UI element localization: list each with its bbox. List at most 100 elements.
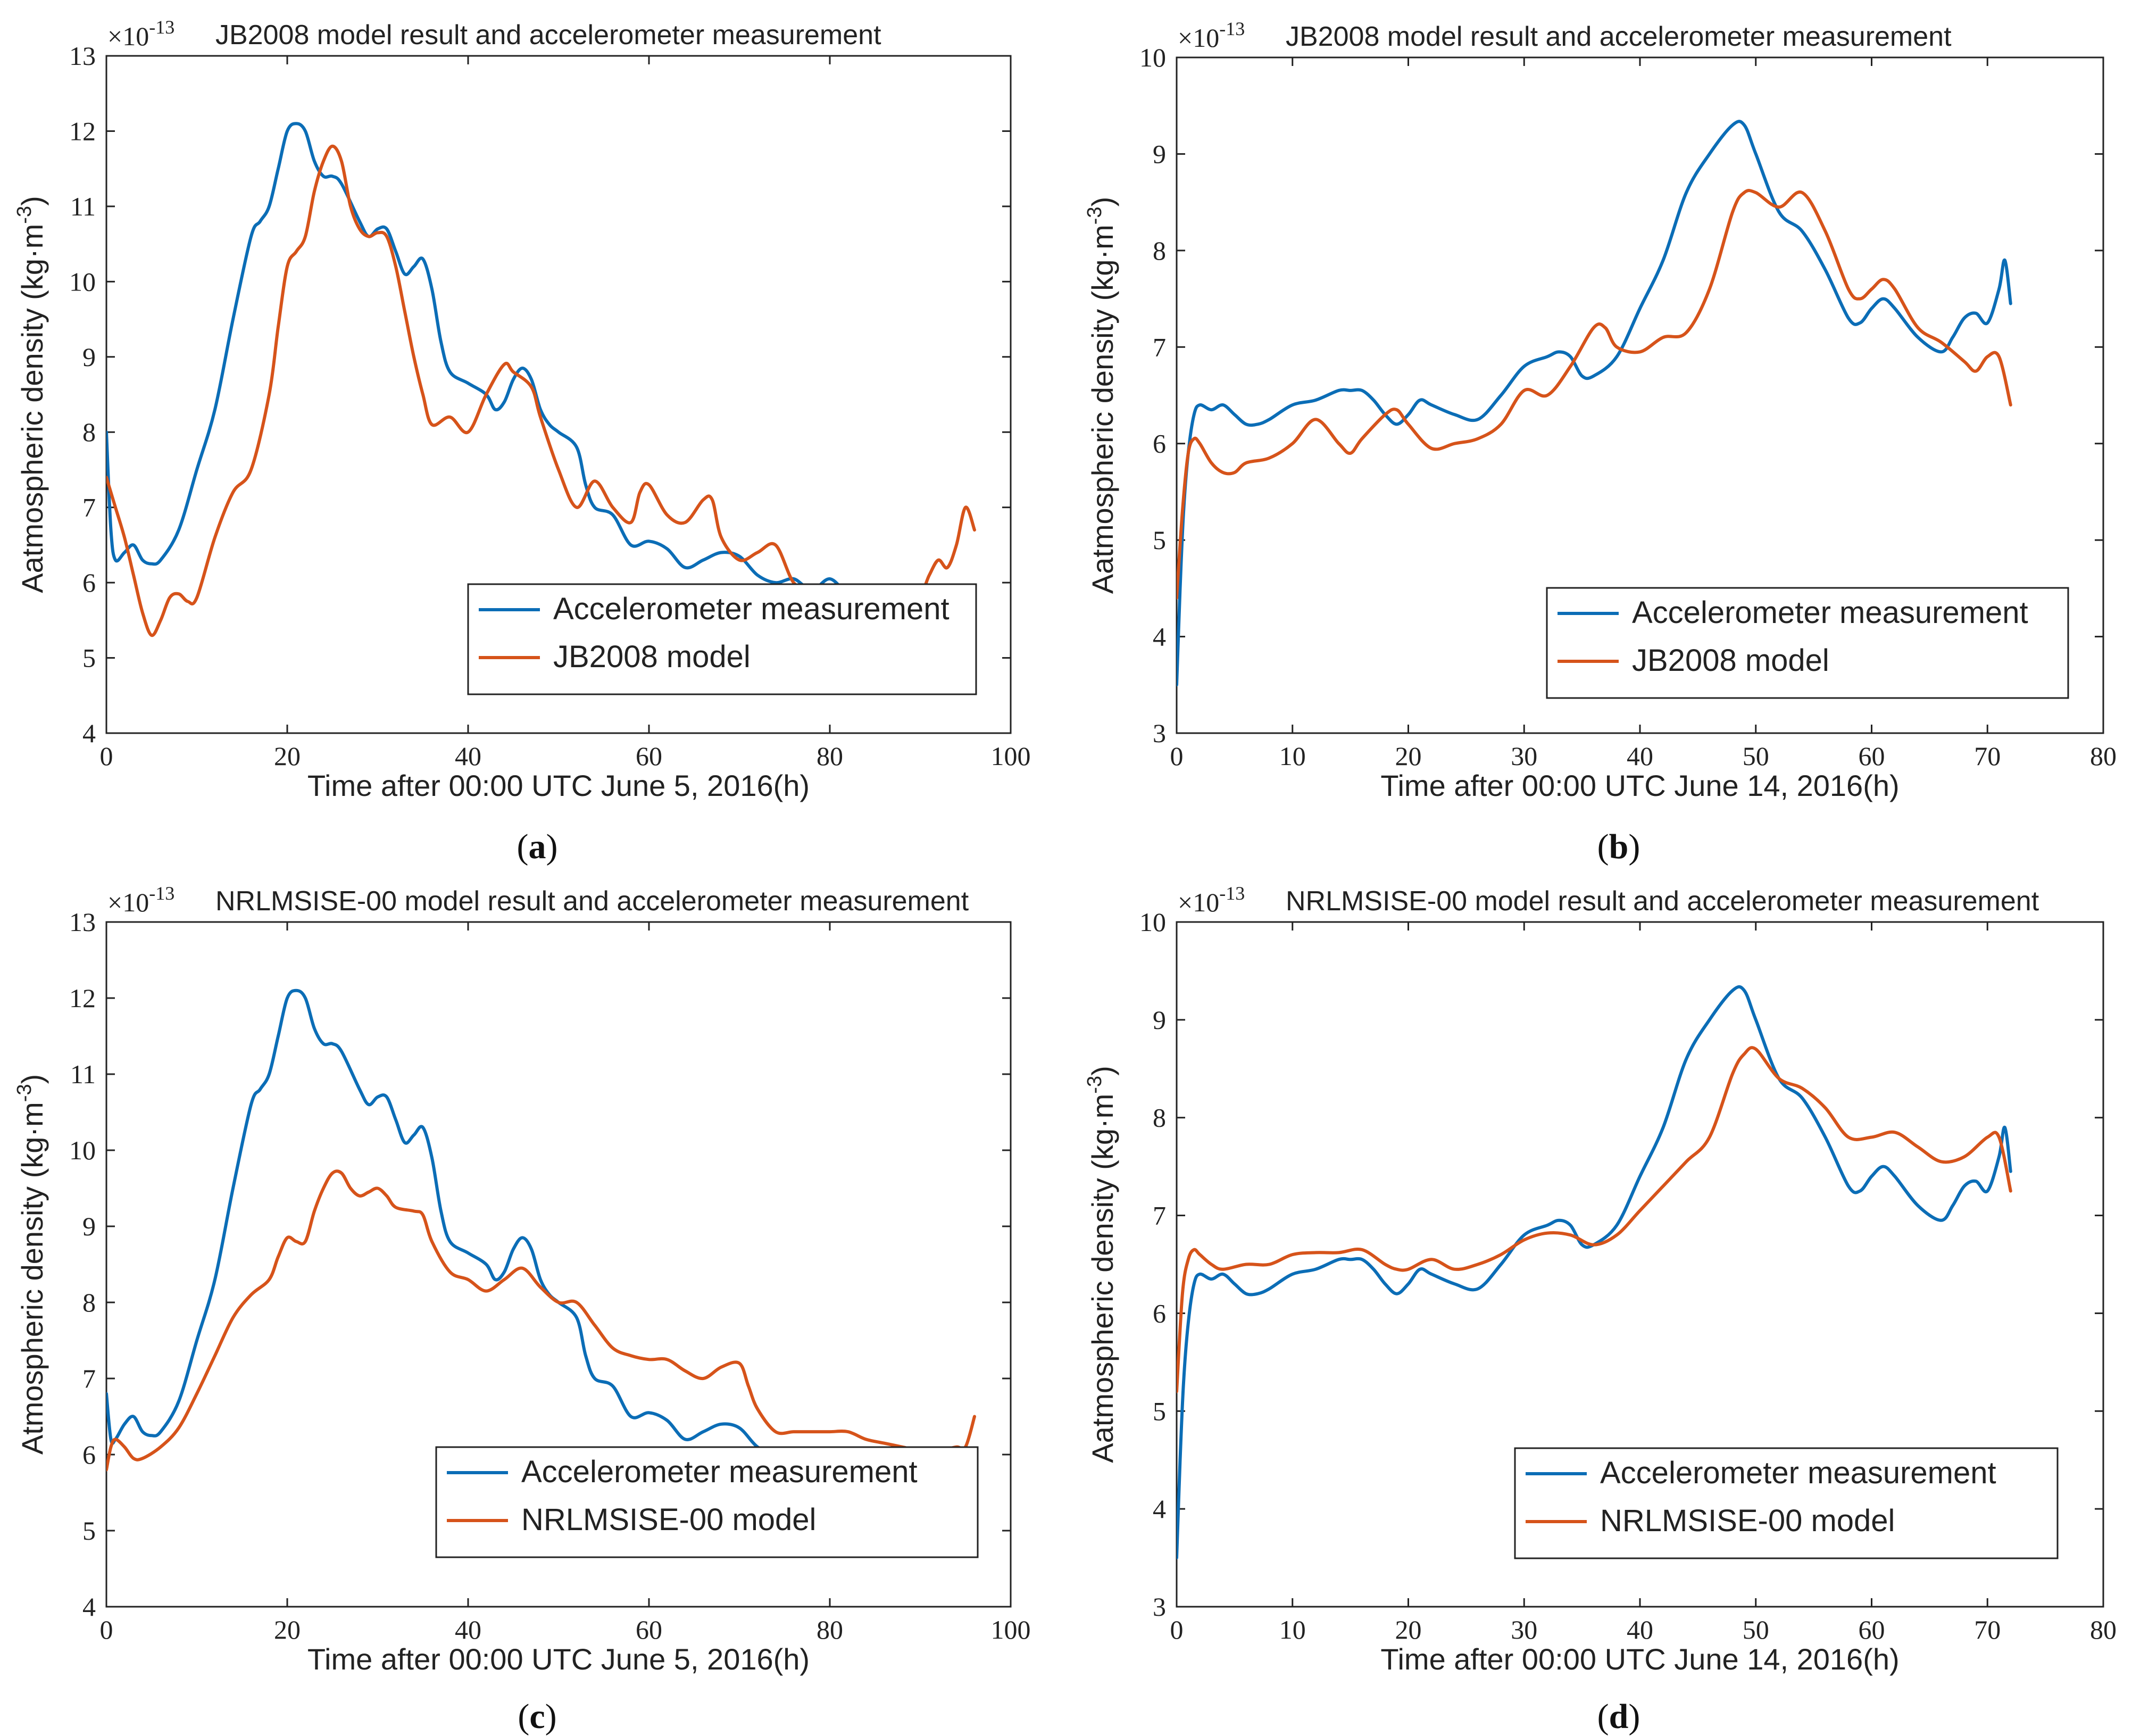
y-tick-label: 6 [1153, 429, 1166, 459]
legend-label: Accelerometer measurement [1632, 595, 2028, 630]
x-tick-label: 20 [1395, 741, 1422, 771]
x-tick-label: 80 [2090, 1615, 2117, 1644]
legend-label: JB2008 model [1632, 643, 1829, 678]
chart-title: JB2008 model result and accelerometer me… [215, 20, 881, 51]
y-tick-label: 4 [1153, 622, 1166, 652]
x-tick-label: 0 [1170, 741, 1184, 771]
x-tick-label: 80 [817, 1615, 843, 1644]
y-axis-label: Aatmospheric density (kg·m-3) [13, 196, 49, 593]
model-series-line [106, 144, 976, 637]
x-tick-label: 40 [455, 741, 481, 771]
x-tick-label: 80 [817, 741, 843, 771]
x-axis-label: Time after 00:00 UTC June 14, 2016(h) [1380, 1642, 1899, 1676]
x-tick-label: 30 [1511, 1615, 1537, 1644]
x-tick-label: 100 [991, 741, 1031, 771]
x-tick-label: 100 [991, 1615, 1031, 1644]
legend-box [1514, 1447, 2059, 1559]
y-tick-label: 6 [82, 568, 96, 597]
x-tick-label: 40 [1627, 1615, 1653, 1644]
model-series-line [1177, 1046, 2012, 1393]
x-tick-label: 0 [1170, 1615, 1184, 1644]
y-tick-label: 9 [1153, 1005, 1166, 1035]
x-tick-label: 60 [636, 1615, 662, 1644]
chart-panel-c: 0 20 40 60 80 100 4 5 6 7 8 9 10 11 12 13 ×10-13 NRLMSISE… [13, 883, 1031, 1736]
y-tick-label: 3 [1153, 718, 1166, 748]
legend-label: Accelerometer measurement [521, 1455, 918, 1489]
panel-label: (d) [1597, 1697, 1640, 1736]
accelerometer-series-line [106, 122, 868, 600]
y-tick-label: 5 [82, 643, 96, 673]
y-tick-label: 7 [82, 1364, 96, 1393]
chart-title: JB2008 model result and accelerometer me… [1286, 21, 1952, 52]
model-series-line [106, 1169, 976, 1472]
chart-panel-b: 0 10 20 30 40 50 60 70 80 3 4 5 6 7 8 9 10 ×10-13 JB2008 m… [1084, 18, 2117, 866]
legend-box [435, 1446, 979, 1558]
plot-frame [105, 55, 1012, 734]
y-tick-label: 4 [82, 1592, 96, 1622]
x-axis-label: Time after 00:00 UTC June 5, 2016(h) [307, 769, 810, 802]
legend-label: Accelerometer measurement [553, 592, 950, 626]
panel-label: (a) [517, 827, 558, 866]
y-tick-label: 13 [69, 41, 96, 71]
legend: Accelerometer measurement JB2008 model [467, 583, 977, 695]
y-tick-label: 4 [82, 718, 96, 748]
legend: Accelerometer measurement NRLMSISE-00 mod… [1514, 1447, 2059, 1559]
x-axis-label: Time after 00:00 UTC June 5, 2016(h) [307, 1642, 810, 1676]
y-tick-label: 5 [82, 1516, 96, 1546]
y-tick-label: 10 [69, 267, 96, 296]
x-tick-label: 10 [1279, 741, 1306, 771]
y-tick-label: 10 [1139, 43, 1166, 72]
x-tick-label: 60 [1859, 741, 1885, 771]
y-tick-label: 5 [1153, 525, 1166, 555]
x-tick-label: 50 [1743, 1615, 1769, 1644]
y-tick-label: 7 [1153, 332, 1166, 362]
x-tick-label: 70 [1974, 741, 2001, 771]
x-tick-label: 40 [1627, 741, 1653, 771]
x-tick-label: 80 [2090, 741, 2117, 771]
y-tick-label: 10 [1139, 907, 1166, 937]
x-tick-label: 20 [274, 1615, 301, 1644]
scale-factor: ×10-13 [107, 16, 174, 51]
y-tick-label: 7 [82, 493, 96, 522]
y-tick-label: 12 [69, 983, 96, 1013]
y-tick-label: 8 [82, 417, 96, 447]
y-tick-label: 8 [82, 1288, 96, 1317]
y-tick-label: 11 [70, 192, 96, 221]
y-tick-label: 13 [69, 907, 96, 937]
model-series-line [1177, 189, 2012, 600]
scale-factor: ×10-13 [1178, 883, 1245, 917]
x-tick-label: 20 [274, 741, 301, 771]
legend-box [1546, 587, 2069, 699]
y-tick-label: 9 [82, 342, 96, 372]
y-tick-label: 8 [1153, 236, 1166, 265]
x-tick-label: 70 [1974, 1615, 2001, 1644]
x-tick-label: 60 [1859, 1615, 1885, 1644]
chart-title: NRLMSISE-00 model result and acceleromet… [215, 886, 969, 917]
panel-label: (b) [1597, 827, 1640, 866]
x-tick-label: 60 [636, 741, 662, 771]
y-axis-label: Aatmospheric density (kg·m-3) [1084, 197, 1119, 594]
y-tick-label: 5 [1153, 1396, 1166, 1426]
x-tick-label: 40 [455, 1615, 481, 1644]
y-tick-label: 11 [70, 1059, 96, 1089]
legend-label: NRLMSISE-00 model [1600, 1504, 1895, 1538]
y-axis-label: Aatmospheric density (kg·m-3) [1084, 1066, 1119, 1463]
accelerometer-series-line [1177, 985, 2012, 1560]
chart-title: NRLMSISE-00 model result and acceleromet… [1286, 886, 2039, 917]
legend: Accelerometer measurement JB2008 model [1546, 587, 2069, 699]
chart-panel-d: 0 10 20 30 40 50 60 70 80 3 4 5 6 7 8 9 10 ×10-13 NRLMSISE… [1084, 883, 2117, 1736]
legend-box [467, 583, 977, 695]
y-tick-label: 10 [69, 1135, 96, 1165]
legend-label: NRLMSISE-00 model [521, 1502, 816, 1537]
x-tick-label: 0 [100, 741, 113, 771]
y-axis-label: Atmospheric density (kg·m-3) [13, 1074, 49, 1455]
plot-frame [105, 921, 1012, 1608]
y-tick-label: 6 [1153, 1298, 1166, 1328]
y-tick-label: 8 [1153, 1103, 1166, 1133]
x-tick-label: 30 [1511, 741, 1537, 771]
legend-label: Accelerometer measurement [1600, 1456, 1996, 1490]
x-tick-label: 0 [100, 1615, 113, 1644]
chart-panel-a: 0 20 40 60 80 100 4 5 6 7 8 9 10 11 12 13 ×10-13 JB2008 m… [13, 16, 1031, 866]
y-tick-label: 9 [1153, 139, 1166, 169]
